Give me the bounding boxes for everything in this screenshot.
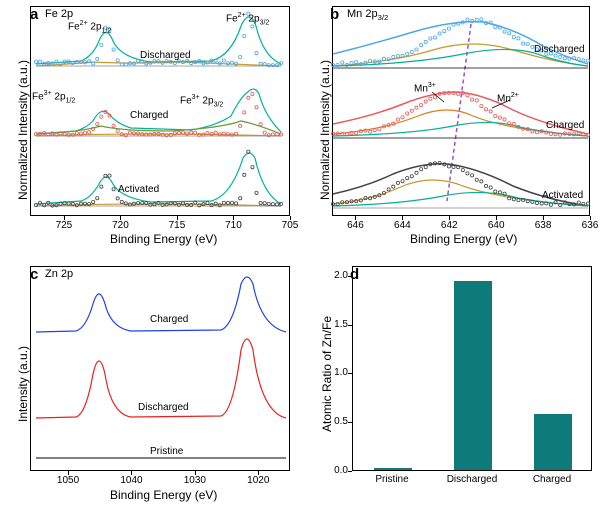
panel-a-xlabel: Binding Energy (eV) xyxy=(110,232,217,246)
x-tick-label: 720 xyxy=(108,220,132,231)
bar xyxy=(454,281,492,470)
bar xyxy=(374,468,412,470)
annot-charged-a: Charged xyxy=(130,110,168,121)
x-tick-label: 1030 xyxy=(183,475,207,486)
panel-b: b Normalized Intensity (a.u.) xyxy=(302,0,600,253)
x-tick-label: 1020 xyxy=(246,475,270,486)
mn-arrows xyxy=(332,6,590,216)
annot-charged-c: Charged xyxy=(150,314,188,325)
panel-b-xlabel: Binding Energy (eV) xyxy=(410,232,517,246)
panel-d: d Atomic Ratio of Zn/Fe 0.00.51.01.52.0 … xyxy=(302,262,600,510)
panel-d-plot xyxy=(352,266,592,471)
y-tick-label: 2.0 xyxy=(328,270,348,281)
y-tick xyxy=(348,422,352,423)
x-cat-label: Charged xyxy=(512,474,592,485)
y-tick-label: 1.0 xyxy=(328,367,348,378)
annot-discharged-a: Discharged xyxy=(140,50,191,61)
x-tick-label: 1050 xyxy=(56,475,80,486)
x-tick-label: 640 xyxy=(484,220,508,231)
x-cat-label: Discharged xyxy=(432,474,512,485)
annot-discharged-c: Discharged xyxy=(138,402,189,413)
panel-c-xlabel: Binding Energy (eV) xyxy=(110,488,217,502)
panel-c-ylabel: Intensity (a.u.) xyxy=(16,346,30,422)
annot-fe2p12: Fe2+ 2p1/2 xyxy=(68,20,111,34)
bar xyxy=(534,414,572,470)
x-tick-label: 646 xyxy=(343,220,367,231)
y-tick-label: 1.5 xyxy=(328,319,348,330)
x-tick-label: 705 xyxy=(278,220,302,231)
x-tick-label: 642 xyxy=(437,220,461,231)
y-tick-label: 0.0 xyxy=(328,465,348,476)
x-tick-label: 1040 xyxy=(119,475,143,486)
annot-fe2p32: Fe2+ 2p3/2 xyxy=(226,12,269,26)
annot-pristine-c: Pristine xyxy=(150,446,183,457)
y-tick xyxy=(348,471,352,472)
y-tick xyxy=(348,276,352,277)
panel-b-ylabel: Normalized Intensity (a.u.) xyxy=(318,60,332,200)
panel-c-svg xyxy=(31,266,291,471)
panel-a: a Fe 2p Normalized Intensity (a.u.) xyxy=(0,0,300,253)
y-tick xyxy=(348,373,352,374)
x-tick-label: 636 xyxy=(578,220,601,231)
y-tick xyxy=(348,325,352,326)
panel-a-ylabel: Normalized Intensity (a.u.) xyxy=(16,60,30,200)
x-tick-label: 725 xyxy=(52,220,76,231)
annot-activated-a: Activated xyxy=(118,184,159,195)
x-tick-label: 644 xyxy=(390,220,414,231)
x-tick-label: 710 xyxy=(221,220,245,231)
x-tick-label: 715 xyxy=(165,220,189,231)
annot-fe3p32: Fe3+ 2p3/2 xyxy=(180,94,223,108)
x-cat-label: Pristine xyxy=(352,474,432,485)
y-tick-label: 0.5 xyxy=(328,416,348,427)
x-tick-label: 638 xyxy=(531,220,555,231)
panel-c-plot xyxy=(30,266,290,471)
panel-c: c Zn 2p Intensity (a.u.) Charged Dischar… xyxy=(0,262,300,510)
annot-fe3p12: Fe3+ 2p1/2 xyxy=(32,90,75,104)
